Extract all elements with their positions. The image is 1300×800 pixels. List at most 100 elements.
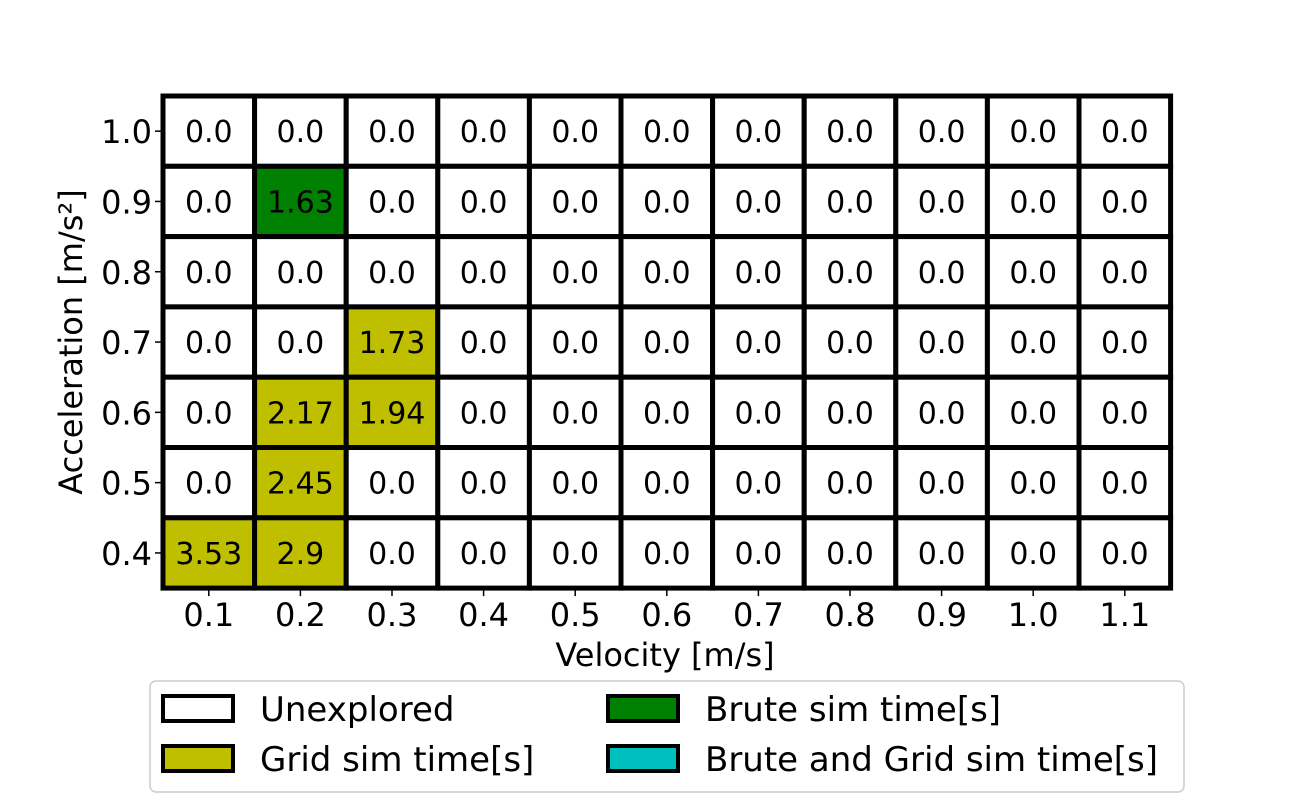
cell-value-label: 0.0 bbox=[277, 326, 325, 361]
cell-value-label: 0.0 bbox=[735, 115, 783, 150]
x-axis-ticks: 0.1 0.2 0.3 0.4 0.5 0.6 0.7 0.8 0.9 1.0 1.1 bbox=[183, 588, 1150, 634]
heatmap-cell bbox=[435, 445, 532, 521]
cell-value-label: 0.0 bbox=[551, 396, 599, 431]
y-tick-label: 0.5 bbox=[101, 465, 152, 503]
cell-value-label: 0.0 bbox=[551, 467, 599, 502]
cell-value-label: 0.0 bbox=[1101, 537, 1149, 572]
legend-label: Brute sim time[s] bbox=[705, 690, 1001, 730]
cell-value-label: 0.0 bbox=[185, 185, 233, 220]
cell-value-label: 0.0 bbox=[368, 185, 416, 220]
cell-value-label: 3.53 bbox=[175, 537, 242, 572]
y-axis-ticks: 1.0 0.9 0.8 0.7 0.6 0.5 0.4 bbox=[101, 113, 163, 573]
cell-value-label: 2.9 bbox=[277, 537, 325, 572]
heatmap-cell bbox=[618, 445, 716, 521]
cell-value-label: 0.0 bbox=[918, 326, 966, 361]
cell-value-label: 0.0 bbox=[368, 467, 416, 502]
y-tick-label: 0.8 bbox=[101, 254, 152, 292]
cell-value-label: 0.0 bbox=[826, 467, 874, 502]
cell-value-label: 0.0 bbox=[460, 256, 508, 291]
y-tick-label: 0.4 bbox=[101, 535, 152, 573]
cell-value-label: 0.0 bbox=[551, 115, 599, 150]
heatmap-cell-labels: 0.0 0.0 0.0 0.0 0.0 0.0 0.0 0.0 0.0 0.0 0.0 0.0 1.63… bbox=[175, 115, 1148, 572]
cell-value-label: 0.0 bbox=[185, 256, 233, 291]
cell-value-label: 0.0 bbox=[551, 326, 599, 361]
heatmap-cell bbox=[893, 163, 990, 240]
cell-value-label: 0.0 bbox=[460, 115, 508, 150]
cell-value-label: 0.0 bbox=[1101, 256, 1149, 291]
legend-swatch bbox=[161, 744, 235, 773]
cell-value-label: 0.0 bbox=[643, 537, 691, 572]
cell-value-label: 0.0 bbox=[918, 185, 966, 220]
cell-value-label: 0.0 bbox=[460, 396, 508, 431]
heatmap-cells bbox=[160, 93, 1174, 591]
cell-value-label: 0.0 bbox=[1009, 185, 1057, 220]
heatmap-cell bbox=[160, 234, 258, 310]
cell-value-label: 0.0 bbox=[643, 185, 691, 220]
cell-value-label: 0.0 bbox=[918, 115, 966, 150]
x-axis-label: Velocity [m/s] bbox=[555, 636, 774, 674]
x-tick-label: 0.4 bbox=[458, 596, 509, 634]
x-tick-label: 0.1 bbox=[183, 596, 234, 634]
heatmap-cell bbox=[893, 445, 990, 521]
cell-value-label: 0.0 bbox=[826, 256, 874, 291]
y-tick-label: 0.9 bbox=[101, 183, 152, 221]
cell-value-label: 0.0 bbox=[1009, 256, 1057, 291]
x-tick-label: 0.5 bbox=[550, 596, 601, 634]
heatmap-cell bbox=[618, 163, 716, 240]
cell-value-label: 0.0 bbox=[735, 396, 783, 431]
y-axis-label: Acceleration [m/s²] bbox=[52, 189, 90, 494]
heatmap-cell bbox=[343, 515, 441, 591]
cell-value-label: 0.0 bbox=[551, 185, 599, 220]
cell-value-label: 0.0 bbox=[460, 185, 508, 220]
cell-value-label: 0.0 bbox=[918, 467, 966, 502]
cell-value-label: 0.0 bbox=[368, 537, 416, 572]
heatmap-cell bbox=[435, 374, 532, 451]
cell-value-label: 2.17 bbox=[267, 396, 334, 431]
heatmap-cell bbox=[1076, 445, 1174, 521]
cell-value-label: 0.0 bbox=[368, 115, 416, 150]
legend: Unexplored Brute sim time[s] Grid sim time… bbox=[149, 680, 1185, 793]
cell-value-label: 0.0 bbox=[277, 256, 325, 291]
legend-swatch bbox=[606, 744, 680, 773]
cell-value-label: 0.0 bbox=[918, 256, 966, 291]
cell-value-label: 0.0 bbox=[643, 326, 691, 361]
cell-value-label: 0.0 bbox=[1009, 326, 1057, 361]
cell-value-label: 0.0 bbox=[1101, 115, 1149, 150]
heatmap-cell bbox=[252, 515, 349, 591]
cell-value-label: 0.0 bbox=[643, 256, 691, 291]
heatmap-cell bbox=[1076, 163, 1174, 240]
cell-value-label: 0.0 bbox=[826, 537, 874, 572]
cell-value-label: 0.0 bbox=[1101, 185, 1149, 220]
legend-swatch bbox=[161, 694, 235, 723]
cell-value-label: 0.0 bbox=[735, 185, 783, 220]
cell-value-label: 0.0 bbox=[643, 467, 691, 502]
cell-value-label: 0.0 bbox=[1101, 326, 1149, 361]
heatmap-cell bbox=[1076, 234, 1174, 310]
x-tick-label: 0.6 bbox=[641, 596, 692, 634]
cell-value-label: 1.73 bbox=[359, 326, 426, 361]
x-tick-label: 1.0 bbox=[1008, 596, 1059, 634]
x-tick-label: 0.3 bbox=[367, 596, 418, 634]
legend-label: Unexplored bbox=[260, 690, 454, 730]
cell-value-label: 0.0 bbox=[735, 537, 783, 572]
cell-value-label: 1.63 bbox=[267, 185, 334, 220]
y-tick-label: 0.6 bbox=[101, 394, 152, 432]
cell-value-label: 0.0 bbox=[735, 467, 783, 502]
cell-value-label: 0.0 bbox=[918, 396, 966, 431]
x-tick-label: 1.1 bbox=[1099, 596, 1150, 634]
heatmap-cell bbox=[1076, 515, 1174, 591]
cell-value-label: 0.0 bbox=[460, 467, 508, 502]
heatmap-cell bbox=[618, 374, 716, 451]
heatmap-cell bbox=[526, 163, 624, 240]
legend-frame bbox=[149, 680, 1185, 793]
cell-value-label: 0.0 bbox=[643, 396, 691, 431]
cell-value-label: 0.0 bbox=[1009, 115, 1057, 150]
heatmap-cell bbox=[618, 515, 716, 591]
y-tick-label: 1.0 bbox=[101, 113, 152, 151]
heatmap-cell bbox=[801, 515, 899, 591]
cell-value-label: 0.0 bbox=[1009, 467, 1057, 502]
cell-value-label: 0.0 bbox=[1101, 467, 1149, 502]
cell-value-label: 0.0 bbox=[460, 326, 508, 361]
heatmap-cell bbox=[1076, 374, 1174, 451]
